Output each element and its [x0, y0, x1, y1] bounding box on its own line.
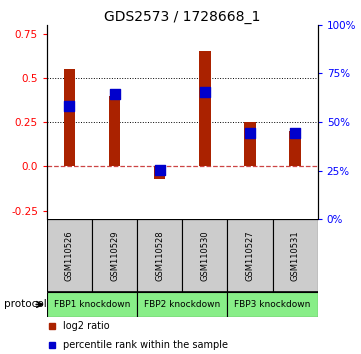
- Bar: [182, 219, 227, 292]
- Bar: [244, 122, 256, 166]
- Text: GSM110528: GSM110528: [155, 230, 164, 281]
- Point: [157, 167, 162, 173]
- Text: protocol: protocol: [4, 299, 46, 309]
- Text: log2 ratio: log2 ratio: [63, 321, 110, 331]
- Point: [247, 130, 253, 136]
- Point: [67, 103, 73, 108]
- Point: [112, 91, 118, 97]
- Bar: [227, 292, 318, 317]
- Bar: [137, 292, 227, 317]
- Bar: [92, 219, 137, 292]
- Bar: [47, 219, 92, 292]
- Bar: [109, 96, 120, 166]
- Bar: [290, 131, 301, 166]
- Bar: [47, 292, 137, 317]
- Bar: [273, 219, 318, 292]
- Text: GSM110526: GSM110526: [65, 230, 74, 281]
- Text: GSM110529: GSM110529: [110, 230, 119, 281]
- Bar: [137, 219, 182, 292]
- Title: GDS2573 / 1728668_1: GDS2573 / 1728668_1: [104, 10, 261, 24]
- Bar: [154, 166, 165, 179]
- Text: FBP3 knockdown: FBP3 knockdown: [234, 300, 311, 309]
- Text: percentile rank within the sample: percentile rank within the sample: [63, 340, 228, 350]
- Text: FBP2 knockdown: FBP2 knockdown: [144, 300, 221, 309]
- Bar: [227, 219, 273, 292]
- Text: GSM110531: GSM110531: [291, 230, 300, 281]
- Bar: [199, 51, 210, 166]
- Text: GSM110527: GSM110527: [245, 230, 255, 281]
- Point: [202, 89, 208, 95]
- Point: [292, 130, 298, 136]
- Bar: [64, 69, 75, 166]
- Text: FBP1 knockdown: FBP1 knockdown: [54, 300, 130, 309]
- Text: GSM110530: GSM110530: [200, 230, 209, 281]
